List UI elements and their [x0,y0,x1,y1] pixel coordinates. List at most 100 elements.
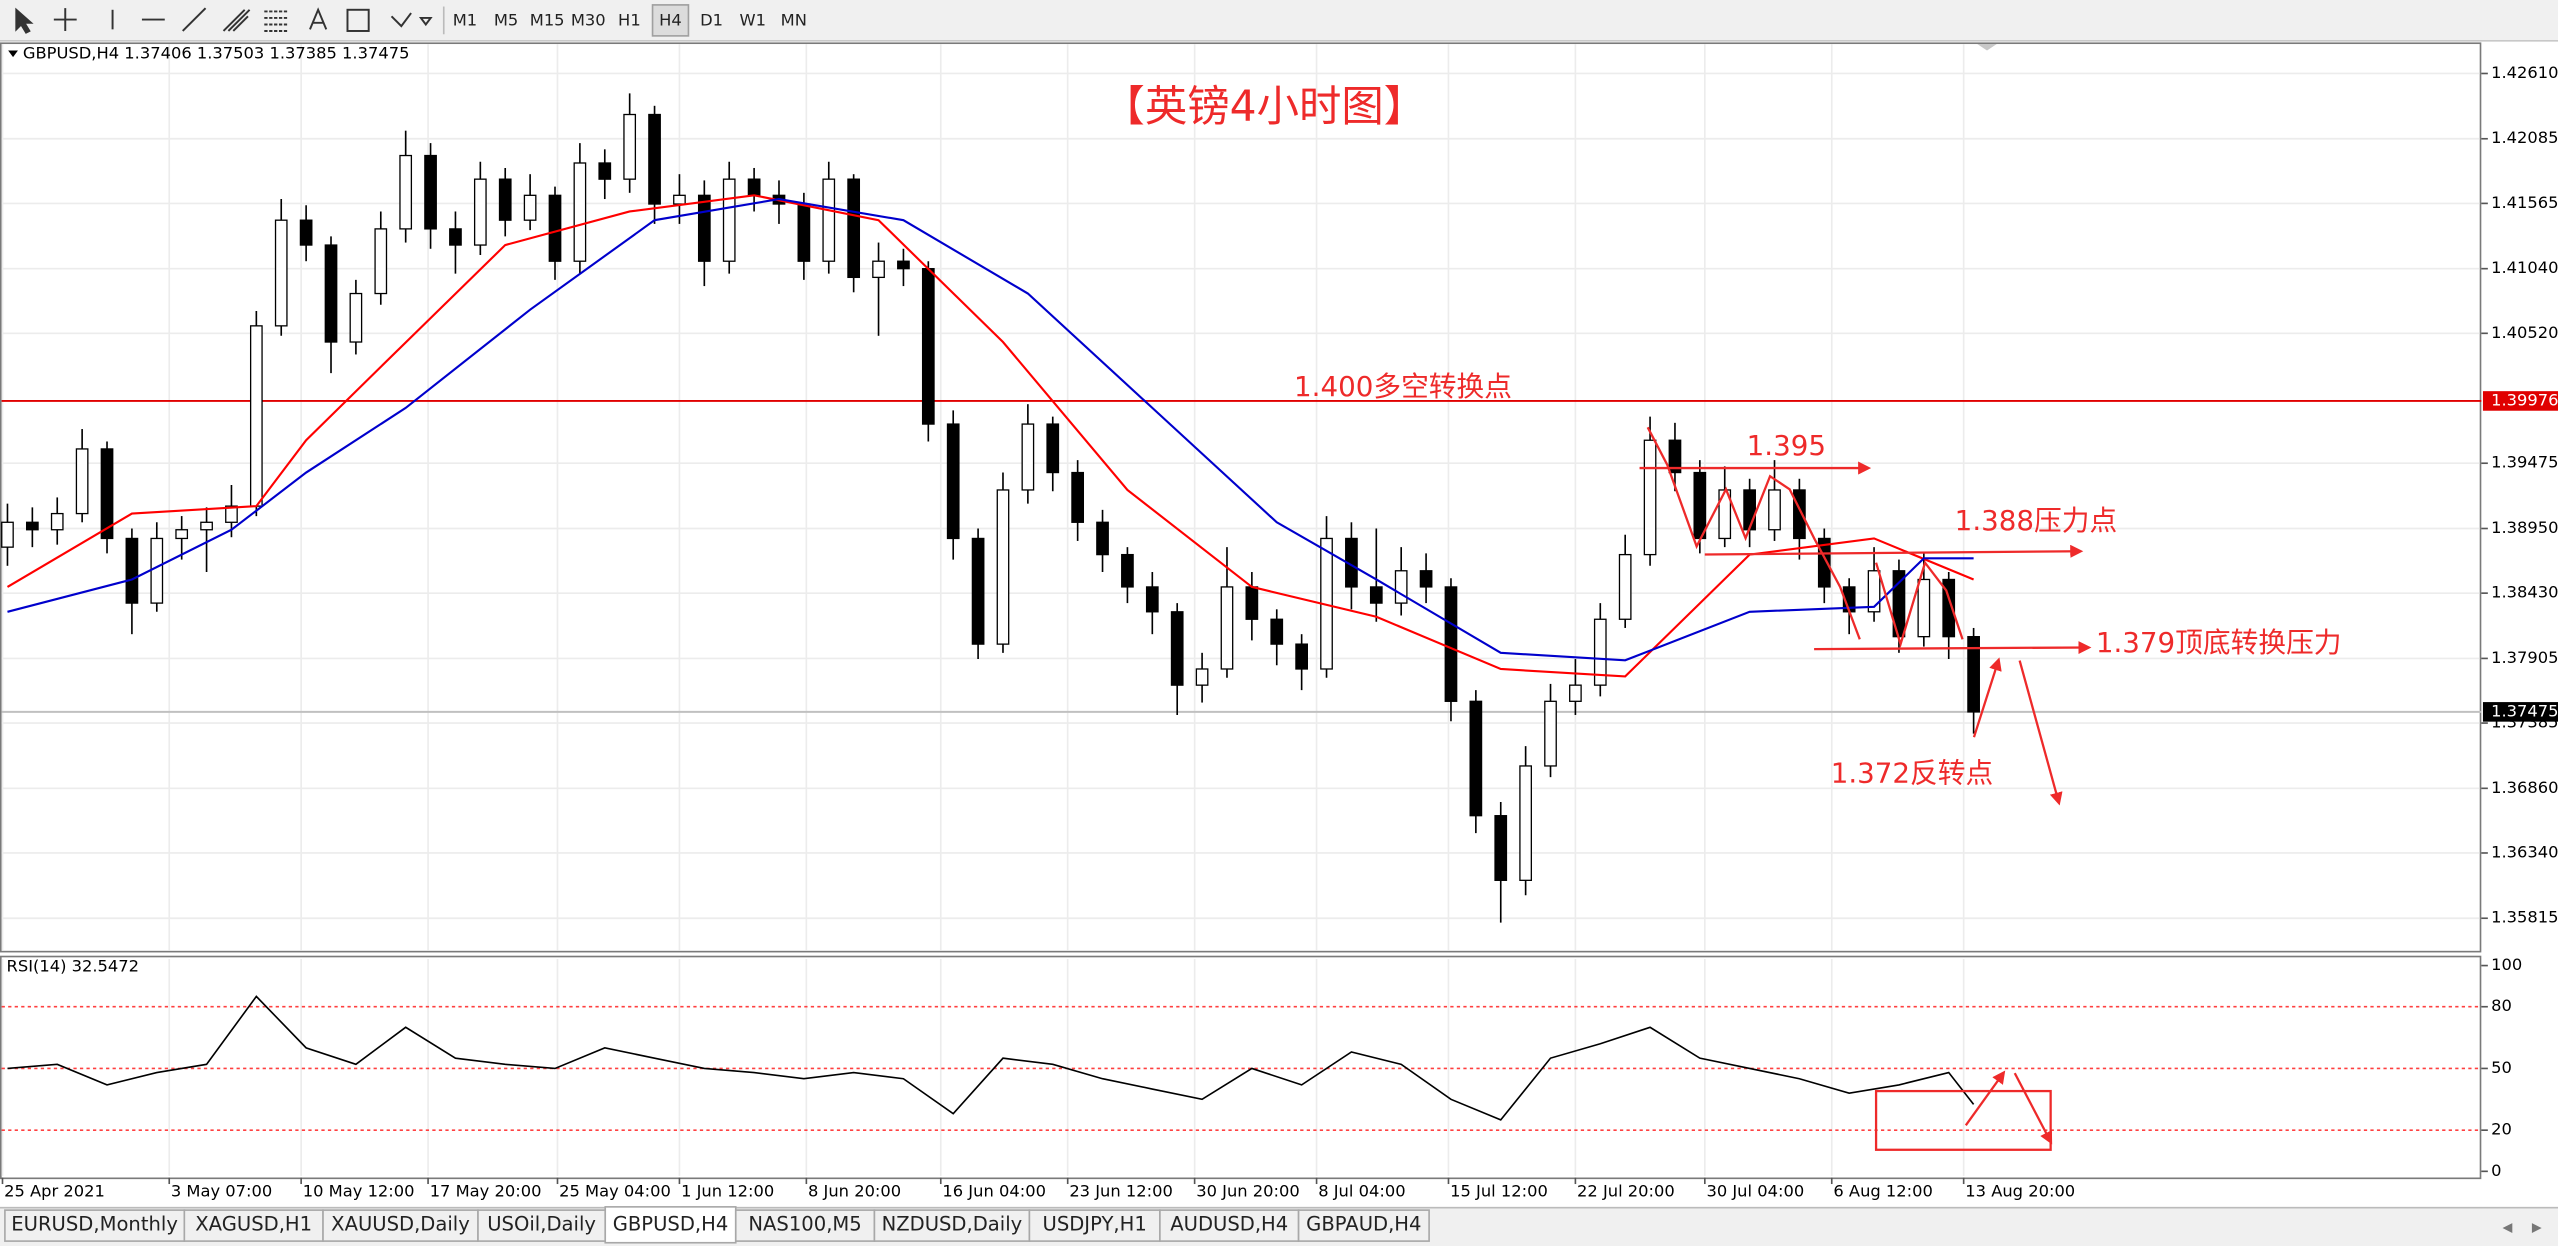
annotation: 1.400多空转换点 [1294,370,1512,403]
x-tick-label: 8 Jun 20:00 [808,1182,901,1201]
tab-label[interactable]: EURUSD,Monthly [11,1212,178,1235]
x-tick-label: 25 Apr 2021 [4,1182,105,1201]
drawing-tools[interactable] [15,7,433,34]
moving-average [7,197,1974,662]
x-tick-label: 25 May 04:00 [559,1182,671,1201]
candle-body [946,423,960,540]
candle-body [125,537,139,604]
rebound-arrow [1972,657,2002,738]
shift-marker [1977,44,1997,51]
tab-label[interactable]: USDJPY,H1 [1043,1212,1147,1235]
x-tick-label: 30 Jul 04:00 [1706,1182,1804,1201]
price-label: 1.37475 [2491,701,2558,720]
text-tool[interactable] [309,7,328,30]
tab[interactable] [734,1209,876,1242]
tab-label[interactable]: AUDUSD,H4 [1170,1212,1288,1235]
timeframe-button[interactable]: M5 [494,11,518,30]
tab-label[interactable]: USOil,Daily [487,1212,596,1235]
candle-body [1295,643,1309,670]
tab[interactable] [1159,1209,1300,1242]
y-tick-label: 1.41040 [2491,258,2558,277]
arrows-tool[interactable] [390,12,433,28]
candle-body [50,512,64,531]
candle-body [1817,537,1831,588]
moving-average [6,194,1975,678]
candle-body [1021,423,1035,491]
candle-body [299,219,313,246]
x-tick-label: 17 May 20:00 [430,1182,542,1201]
rsi-panel [0,955,2482,1180]
rsi-arrow [1964,1070,2006,1126]
crosshair-tool[interactable] [53,8,77,31]
candle-body [598,162,612,180]
tab-label[interactable]: NAS100,M5 [748,1212,861,1235]
tab[interactable] [1028,1209,1161,1242]
y-tick-label: 1.36860 [2491,778,2558,797]
candle-body [1942,578,1956,638]
tab-label[interactable]: XAUUSD,Daily [331,1212,470,1235]
x-tick-label: 16 Jun 04:00 [942,1182,1046,1201]
timeframe-button[interactable]: M30 [571,11,606,30]
candle-body [847,178,861,279]
x-tick-label: 6 Aug 12:00 [1833,1182,1933,1201]
cursor-tool[interactable] [15,7,34,34]
candle-body [523,194,537,221]
timeframe-button[interactable]: H4 [659,11,682,30]
timeframe-button[interactable]: M1 [453,11,477,30]
analysis-drawings [1639,426,2092,1151]
candle-body [822,178,836,262]
candle-body [623,113,637,180]
y-tick-label: 1.36340 [2491,842,2558,861]
timeframe-button[interactable]: MN [781,11,807,30]
annotation: 1.372反转点 [1831,757,1994,790]
y-tick-label: 1.38430 [2491,583,2558,602]
candle-body [697,194,711,262]
active-timeframe[interactable] [651,4,690,37]
x-tick-label: 22 Jul 20:00 [1577,1182,1675,1201]
candle-body [498,178,512,221]
candle-body [897,260,910,270]
annotation: 1.388压力点 [1955,504,2118,537]
tab[interactable] [1297,1209,1430,1242]
timeframe-button[interactable]: D1 [700,11,723,30]
tab-label[interactable]: NZDUSD,Daily [882,1212,1023,1235]
timeframe-button[interactable]: H1 [618,11,641,30]
tab-label[interactable]: GBPUSD,H4 [613,1212,729,1235]
x-tick-label: 1 Jun 12:00 [681,1182,774,1201]
symbol-label: GBPUSD,H4 1.37406 1.37503 1.37385 1.3747… [23,43,410,62]
tab[interactable] [322,1209,479,1242]
trendline-tool[interactable] [182,7,207,32]
candle-body [1419,570,1433,588]
active-tab[interactable] [604,1206,737,1244]
x-tick-label: 8 Jul 04:00 [1318,1182,1405,1201]
rsi-tick-label: 100 [2491,955,2522,974]
candle-body [374,228,388,295]
timeframe-button[interactable]: M15 [530,11,565,30]
candle-body [747,178,761,196]
y-tick-label: 1.42610 [2491,63,2558,82]
zigzag [1874,560,1964,649]
rsi-line [7,995,1975,1121]
channel-tool[interactable] [222,9,251,32]
y-tick-label: 1.41565 [2491,193,2558,212]
label-tool[interactable] [346,8,370,32]
y-tick-label: 1.40520 [2491,323,2558,342]
candle-body [1643,439,1657,556]
tab-label[interactable]: GBPAUD,H4 [1306,1212,1421,1235]
timeframe-button[interactable]: W1 [739,11,765,30]
fibo-tool[interactable] [264,10,288,32]
candle-body [175,529,189,540]
rsi-tick-label: 50 [2491,1058,2512,1077]
tab[interactable] [477,1209,607,1242]
candle-body [25,521,39,531]
candle-body [1121,553,1134,588]
tab[interactable] [4,1209,186,1242]
tab-label[interactable]: XAGUSD,H1 [195,1212,312,1235]
candle-body [225,505,238,523]
candle-body [872,260,885,279]
rsi-label: RSI(14) 32.5472 [7,957,140,976]
decline-arrow [2018,660,2063,806]
candle-body [1245,586,1259,620]
candle-body [1,521,14,548]
candle-body [150,537,164,604]
